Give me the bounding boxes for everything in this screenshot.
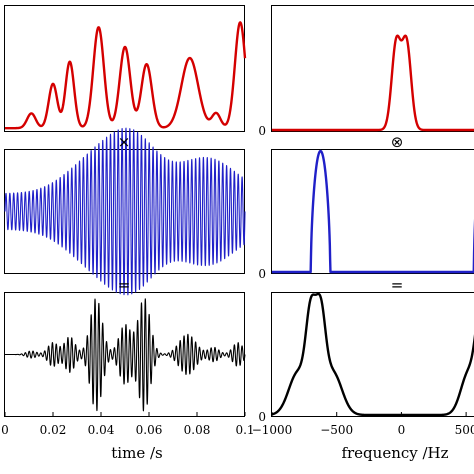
equals-operator-right: =: [391, 276, 404, 294]
frequency-envelope-series-line: [271, 34, 474, 132]
time-product-series-line: [4, 298, 246, 412]
time-axis-label: time /s: [111, 444, 162, 462]
freq-envelope-zero-label: 0: [258, 124, 266, 138]
time-product-xtick-label: 0: [1, 423, 9, 437]
convolve-operator: ⊗: [391, 133, 404, 151]
curves-layer: [4, 21, 474, 417]
time-envelope-series-line: [4, 21, 247, 130]
time-product-xtick-label: 0.08: [184, 423, 211, 437]
frequency-envelope-frame: [271, 5, 474, 132]
frequency-product-xtick-label: 500: [455, 423, 474, 437]
frequency-product-series-line: [271, 292, 474, 417]
ticks-layer: 0 0.02 0.04 0.06 0.08 0.1−1000 −500 0 500: [1, 412, 474, 437]
frequency-product-frame: [271, 292, 474, 417]
frequency-product-xtick-label: −1000: [252, 423, 293, 437]
times-operator: ×: [118, 133, 131, 151]
time-envelope-frame: [4, 5, 245, 132]
time-product-xtick-label: 0.1: [235, 423, 254, 437]
freq-product-zero-label: 0: [258, 410, 266, 424]
frequency-product-xtick-label: 0: [398, 423, 406, 437]
time-product-xtick-label: 0.02: [40, 423, 67, 437]
time-carrier-series-line: [4, 127, 246, 296]
equals-operator-left: =: [118, 276, 131, 294]
frequency-product-xtick-label: −500: [320, 423, 353, 437]
time-product-xtick-label: 0.04: [88, 423, 115, 437]
time-product-xtick-label: 0.06: [136, 423, 163, 437]
frequency-axis-label: frequency /Hz: [341, 444, 448, 462]
frequency-carrier-frame: [271, 149, 474, 274]
freq-carrier-zero-label: 0: [258, 267, 266, 281]
frequency-carrier-series-line: [271, 149, 474, 274]
